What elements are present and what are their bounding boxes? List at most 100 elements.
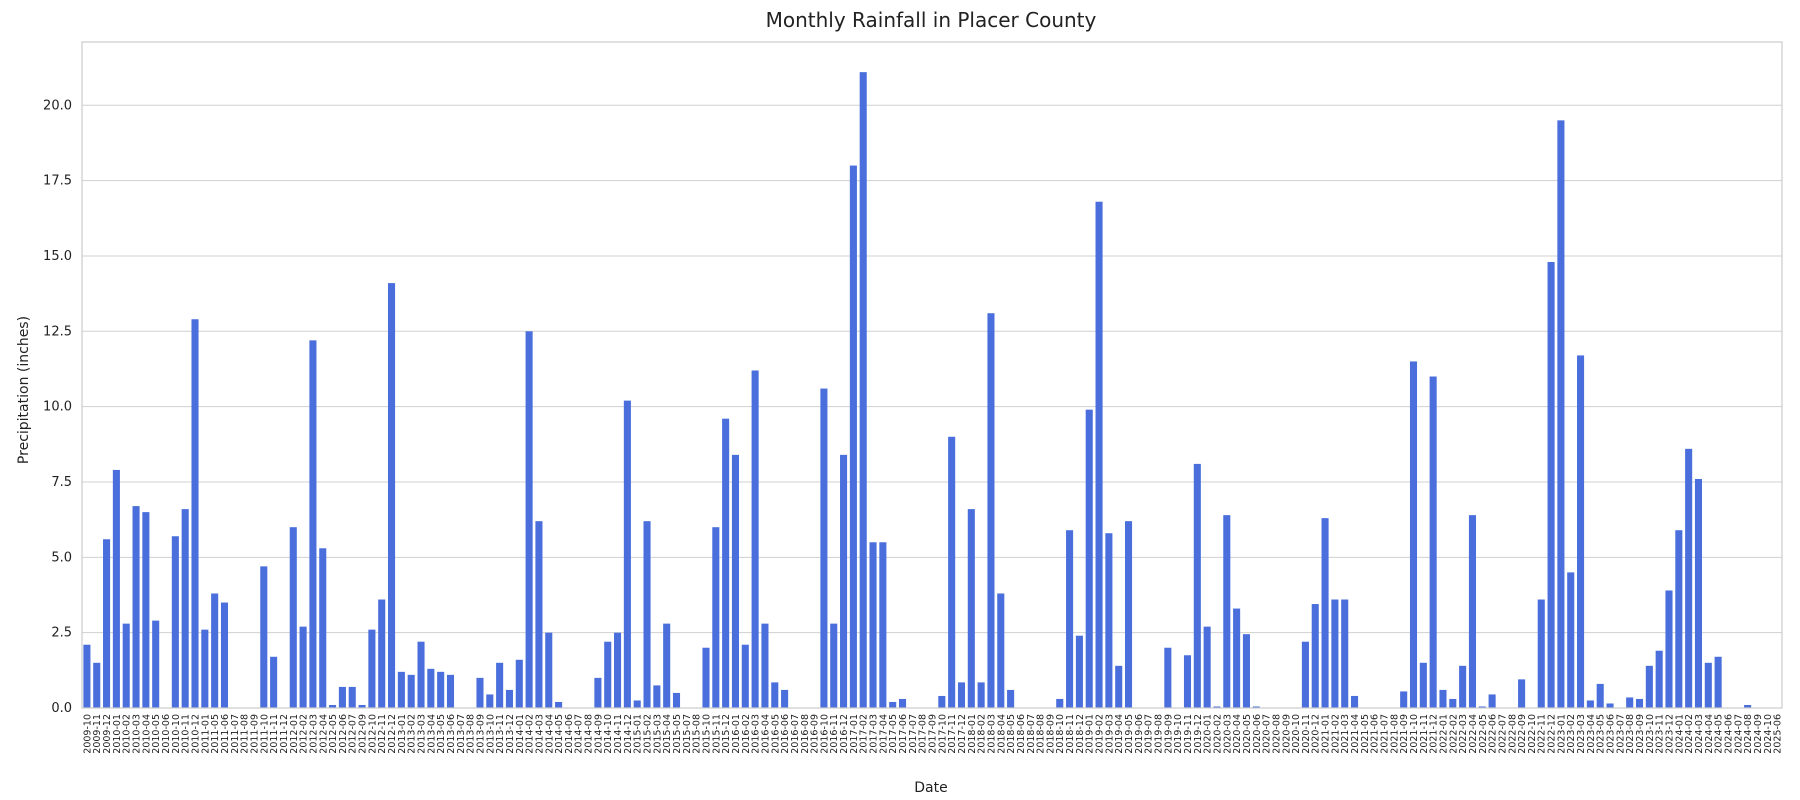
x-tick-label: 2012-11: [377, 714, 388, 754]
x-tick-label: 2017-05: [888, 714, 899, 754]
x-tick-label: 2025-06: [1773, 714, 1784, 754]
x-tick-label: 2013-09: [475, 714, 486, 754]
x-tick-label: 2012-04: [318, 714, 329, 754]
x-tick-label: 2021-05: [1360, 714, 1371, 754]
x-tick-label: 2018-12: [1075, 714, 1086, 754]
x-tick-label: 2016-06: [780, 714, 791, 754]
bar: [1056, 698, 1064, 708]
x-tick-label: 2015-08: [692, 714, 703, 754]
bar: [1115, 665, 1123, 708]
x-tick-label: 2015-04: [662, 714, 673, 754]
bar: [496, 662, 504, 708]
bar: [1183, 655, 1192, 708]
bar: [309, 340, 317, 708]
bar: [260, 566, 268, 708]
x-tick-label: 2016-08: [800, 714, 811, 754]
x-tick-label: 2023-01: [1556, 714, 1567, 754]
bar: [348, 686, 356, 708]
x-tick-label: 2014-03: [534, 714, 545, 754]
x-tick-label: 2022-04: [1468, 714, 1479, 754]
x-tick-label: 2023-06: [1606, 714, 1617, 754]
bar: [1242, 634, 1250, 708]
bar: [1066, 530, 1074, 708]
bar: [407, 674, 415, 708]
x-tick-label: 2023-02: [1566, 714, 1577, 754]
bar: [1645, 665, 1653, 708]
bar: [1537, 599, 1545, 708]
y-tick-label: 17.5: [43, 174, 72, 189]
y-tick-label: 0.0: [51, 701, 72, 716]
x-tick-label: 2012-12: [387, 714, 398, 754]
x-tick-label: 2021-09: [1399, 714, 1410, 754]
bar: [672, 692, 681, 708]
bar: [1311, 604, 1319, 708]
bar: [1449, 698, 1457, 708]
bar: [1419, 662, 1427, 708]
bar: [93, 662, 101, 708]
x-tick-label: 2011-12: [279, 714, 290, 754]
x-tick-label: 2019-11: [1183, 714, 1194, 754]
x-tick-label: 2014-01: [515, 714, 526, 754]
x-tick-label: 2014-08: [584, 714, 595, 754]
bar: [211, 593, 219, 708]
x-tick-label: 2010-03: [132, 714, 143, 754]
bar: [1193, 463, 1201, 708]
bar: [1655, 650, 1663, 708]
bar: [623, 400, 631, 708]
x-tick-label: 2022-10: [1527, 714, 1538, 754]
x-tick-label: 2016-04: [760, 714, 771, 754]
bar: [1439, 689, 1447, 708]
x-tick-label: 2015-11: [711, 714, 722, 754]
bar: [368, 629, 376, 708]
x-tick-label: 2022-02: [1448, 714, 1459, 754]
x-tick-label: 2010-10: [171, 714, 182, 754]
x-tick-label: 2018-11: [1065, 714, 1076, 754]
y-tick-label: 15.0: [43, 249, 72, 264]
x-tick-label: 2017-08: [918, 714, 929, 754]
x-tick-label: 2013-04: [426, 714, 437, 754]
x-tick-label: 2017-09: [928, 714, 939, 754]
bar: [1557, 120, 1565, 708]
y-tick-label: 10.0: [43, 400, 72, 415]
x-tick-label: 2011-06: [220, 714, 231, 754]
x-tick-label: 2019-12: [1193, 714, 1204, 754]
x-tick-label: 2017-06: [898, 714, 909, 754]
x-tick-label: 2009-10: [82, 714, 93, 754]
x-tick-label: 2022-01: [1438, 714, 1449, 754]
x-tick-label: 2024-07: [1733, 714, 1744, 754]
bar: [1301, 641, 1309, 708]
bar: [555, 701, 563, 708]
x-tick-label: 2016-12: [839, 714, 850, 754]
bar: [515, 659, 523, 708]
x-tick-label: 2014-10: [603, 714, 614, 754]
x-tick-label: 2019-09: [1163, 714, 1174, 754]
bar: [1518, 679, 1526, 708]
bar: [201, 629, 209, 708]
x-tick-label: 2020-01: [1203, 714, 1214, 754]
bar: [446, 674, 455, 708]
bar: [1744, 704, 1752, 708]
x-tick-label: 2022-12: [1547, 714, 1558, 754]
bar: [1400, 691, 1408, 708]
bar: [132, 506, 140, 708]
bar: [1704, 662, 1712, 708]
bar: [103, 539, 111, 708]
x-tick-label: 2011-09: [249, 714, 260, 754]
bar: [417, 641, 425, 708]
bar: [889, 701, 897, 708]
x-tick-label: 2016-01: [731, 714, 742, 754]
x-tick-label: 2018-06: [1016, 714, 1027, 754]
x-tick-label: 2019-05: [1124, 714, 1135, 754]
x-tick-label: 2021-04: [1350, 714, 1361, 754]
bar: [1075, 635, 1083, 708]
bar: [181, 509, 189, 708]
x-tick-label: 2015-02: [643, 714, 654, 754]
bar: [1468, 515, 1476, 708]
bar: [270, 656, 278, 708]
x-tick-label: 2013-05: [436, 714, 447, 754]
bar: [476, 677, 484, 708]
bar: [1095, 201, 1103, 708]
x-tick-label: 2020-11: [1301, 714, 1312, 754]
bar: [1213, 706, 1221, 708]
